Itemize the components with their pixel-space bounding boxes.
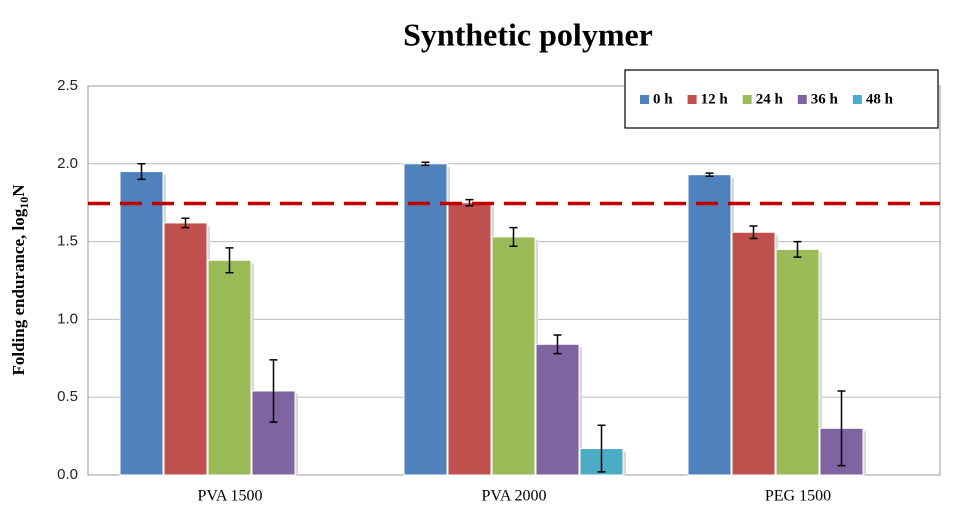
bar — [207, 259, 252, 476]
bar — [447, 202, 492, 476]
error-bar — [597, 424, 606, 473]
error-bar — [181, 217, 190, 229]
legend-swatch — [742, 95, 752, 104]
error-bar — [137, 163, 146, 181]
y-tick-label: 1.0 — [57, 310, 78, 327]
error-bar — [421, 161, 430, 167]
error-bar — [509, 226, 518, 248]
chart-title: Synthetic polymer — [403, 16, 653, 52]
bar — [403, 163, 448, 476]
legend-label: 48 h — [866, 91, 894, 107]
legend-swatch — [640, 95, 649, 104]
legend-label: 0 h — [653, 91, 673, 107]
y-label-end: N — [9, 184, 28, 197]
bar — [775, 248, 820, 476]
y-axis-label: Folding endurance, log10N — [9, 184, 31, 376]
legend-swatch — [797, 95, 807, 104]
error-bar — [465, 198, 474, 207]
y-tick-label: 0.5 — [57, 388, 78, 405]
bar — [731, 231, 776, 476]
legend-swatch — [852, 95, 862, 104]
legend-label: 24 h — [756, 91, 784, 107]
bar — [163, 222, 208, 476]
error-bar — [837, 390, 846, 467]
legend-label: 36 h — [811, 91, 839, 107]
legend-label: 12 h — [701, 91, 729, 107]
legend-swatch — [687, 95, 697, 104]
error-bar — [269, 359, 278, 423]
error-bar — [749, 225, 758, 240]
bar — [119, 171, 164, 476]
y-tick-label: 0.0 — [57, 466, 78, 483]
y-tick-label: 2.0 — [57, 155, 78, 172]
y-label-sub: 10 — [17, 197, 31, 209]
y-tick-label: 2.5 — [57, 77, 78, 94]
x-tick-label: PVA 1500 — [197, 488, 262, 505]
bar — [535, 343, 580, 476]
bar — [687, 174, 732, 476]
x-tick-label: PEG 1500 — [765, 488, 831, 505]
error-bar — [225, 247, 234, 274]
error-bar — [553, 334, 562, 355]
y-label-main: Folding endurance, log — [9, 208, 28, 375]
y-tick-label: 1.5 — [57, 233, 78, 250]
bar — [491, 236, 536, 476]
error-bar — [705, 172, 714, 177]
legend-box — [624, 69, 939, 129]
x-tick-label: PVA 2000 — [481, 488, 546, 505]
error-bar — [793, 240, 802, 258]
